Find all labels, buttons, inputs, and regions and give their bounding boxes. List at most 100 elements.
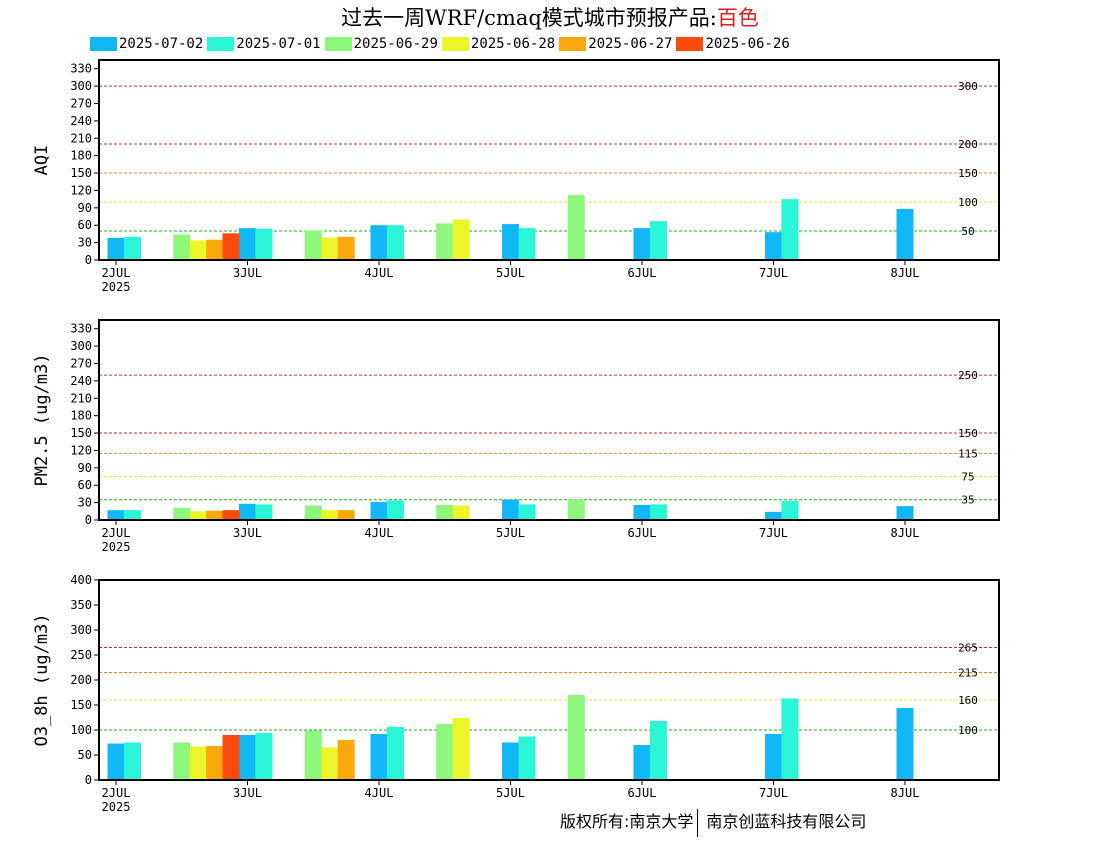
- y-tick-label: 150: [70, 166, 92, 180]
- y-tick-label: 0: [85, 513, 92, 527]
- y-axis-title: O3_8h (ug/m3): [32, 613, 52, 746]
- copyright-divider: [697, 808, 699, 837]
- y-tick-label: 150: [70, 698, 92, 712]
- bar-2025-07-02: [370, 502, 388, 520]
- x-tick-label: 4JUL: [365, 786, 394, 800]
- reference-label: 200: [958, 138, 978, 151]
- bar-2025-07-02: [896, 506, 914, 520]
- bar-2025-06-28: [321, 510, 339, 520]
- legend-swatch: [676, 37, 704, 51]
- x-year-label: 2025: [102, 800, 131, 814]
- bar-2025-07-01: [781, 698, 799, 780]
- legend-item: 2025-06-27: [559, 36, 672, 52]
- legend-item: 2025-07-02: [90, 36, 203, 52]
- x-tick-label: 8JUL: [891, 526, 920, 540]
- y-axis-title: PM2.5 (ug/m3): [32, 353, 52, 486]
- bar-2025-07-02: [633, 228, 651, 260]
- y-tick-label: 30: [78, 496, 92, 510]
- reference-label: 100: [958, 196, 978, 209]
- bar-2025-06-29: [173, 742, 191, 780]
- bar-2025-07-02: [502, 742, 519, 780]
- bar-2025-07-01: [123, 510, 141, 520]
- x-tick-label: 4JUL: [365, 526, 394, 540]
- legend-swatch: [324, 37, 352, 51]
- bar-2025-06-29: [173, 234, 191, 260]
- reference-label: 100: [958, 724, 978, 737]
- plot-frame: [98, 319, 1000, 521]
- bar-2025-06-28: [452, 718, 470, 780]
- y-tick-label: 150: [70, 426, 92, 440]
- bar-2025-07-01: [781, 500, 799, 520]
- y-tick-label: 200: [70, 673, 92, 687]
- bar-2025-07-02: [765, 511, 782, 520]
- y-tick-label: 100: [70, 723, 92, 737]
- bar-2025-07-01: [649, 721, 667, 780]
- bar-2025-07-02: [765, 232, 782, 260]
- legend-label: 2025-06-28: [470, 36, 556, 52]
- y-tick-label: 210: [70, 391, 92, 405]
- bar-2025-07-02: [765, 734, 782, 780]
- x-tick-label: 3JUL: [233, 526, 262, 540]
- y-tick-label: 0: [85, 773, 92, 787]
- y-tick-label: 30: [78, 236, 92, 250]
- x-year-label: 2025: [102, 540, 131, 554]
- y-tick-label: 350: [70, 598, 92, 612]
- y-tick-label: 330: [70, 62, 92, 76]
- x-tick-label: 8JUL: [891, 786, 920, 800]
- bar-2025-07-01: [781, 199, 799, 260]
- bar-2025-07-01: [255, 504, 273, 520]
- bar-2025-06-28: [321, 237, 339, 260]
- y-tick-label: 90: [78, 461, 92, 475]
- bar-2025-06-29: [436, 724, 454, 780]
- x-tick-label: 7JUL: [759, 786, 788, 800]
- reference-label: 250: [958, 369, 978, 382]
- legend-label: 2025-06-27: [588, 36, 673, 52]
- copyright-right: 南京创蓝科技有限公司: [706, 812, 867, 831]
- legend-label: 2025-06-29: [353, 36, 438, 52]
- x-tick-label: 4JUL: [365, 266, 394, 280]
- bar-2025-06-26: [222, 510, 240, 520]
- x-tick-label: 3JUL: [233, 266, 262, 280]
- bar-2025-07-02: [633, 504, 651, 520]
- x-tick-label: 8JUL: [891, 266, 920, 280]
- bar-2025-06-27: [206, 510, 224, 520]
- bar-2025-06-29: [567, 499, 585, 520]
- x-tick-label: 5JUL: [496, 786, 525, 800]
- bar-2025-07-02: [107, 510, 125, 520]
- reference-label: 300: [958, 80, 978, 93]
- bar-2025-06-28: [189, 240, 207, 260]
- reference-label: 265: [958, 642, 978, 655]
- reference-label: 160: [958, 694, 978, 707]
- y-tick-label: 120: [70, 443, 92, 457]
- legend-item: 2025-06-26: [676, 36, 790, 52]
- y-tick-label: 300: [70, 79, 92, 93]
- bar-2025-07-01: [255, 228, 273, 260]
- bar-2025-07-01: [255, 733, 273, 780]
- bar-2025-07-02: [370, 734, 388, 780]
- legend-item: 2025-07-01: [207, 36, 321, 52]
- y-tick-label: 240: [70, 374, 92, 388]
- y-tick-label: 210: [70, 131, 92, 145]
- bar-2025-07-01: [649, 221, 667, 260]
- reference-label: 150: [958, 167, 978, 180]
- y-tick-label: 400: [70, 573, 92, 587]
- y-tick-label: 180: [70, 409, 92, 423]
- y-tick-label: 270: [70, 356, 92, 370]
- bar-2025-07-02: [107, 743, 125, 780]
- bar-2025-06-28: [189, 511, 207, 520]
- bar-2025-07-01: [518, 228, 536, 260]
- y-tick-label: 0: [85, 253, 92, 267]
- bar-2025-06-29: [567, 695, 585, 780]
- legend-label: 2025-06-26: [705, 36, 790, 52]
- bar-2025-06-27: [206, 239, 224, 260]
- bar-2025-06-27: [337, 740, 355, 780]
- legend-item: 2025-06-29: [324, 36, 438, 52]
- title-text: 过去一周WRF/cmaq模式城市预报产品:: [341, 6, 717, 30]
- y-tick-label: 90: [78, 201, 92, 215]
- bar-2025-07-02: [239, 503, 256, 520]
- x-tick-label: 6JUL: [628, 786, 657, 800]
- y-tick-label: 240: [70, 114, 92, 128]
- bar-2025-07-01: [386, 727, 404, 780]
- y-axis-title: AQI: [32, 145, 52, 176]
